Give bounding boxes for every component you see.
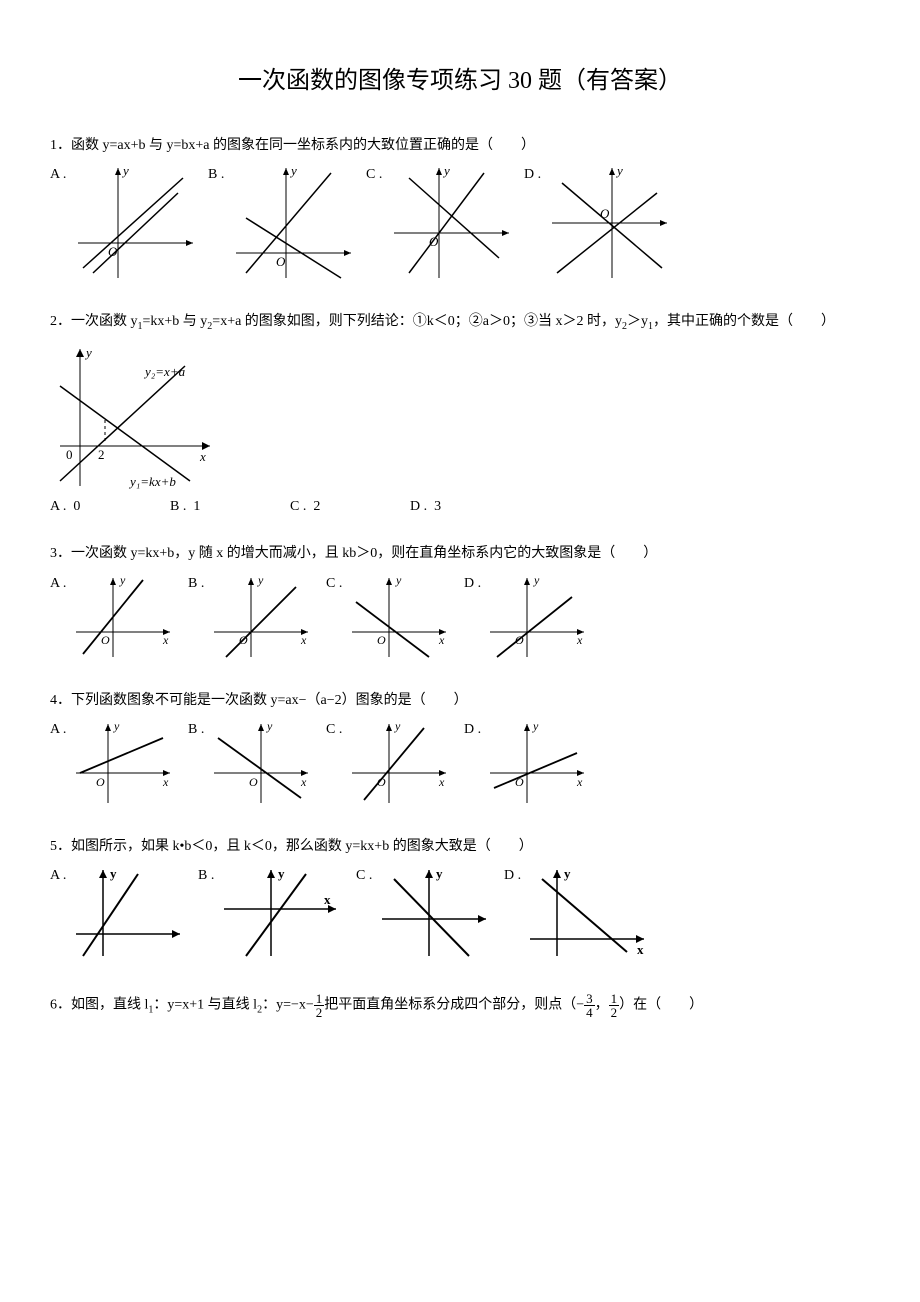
svg-text:y: y [278,866,285,881]
q3-options: A . O x y B . O x y C . [50,572,870,662]
q3-graph-c: O x y [344,572,454,662]
svg-text:O: O [377,633,386,647]
svg-text:y: y [395,573,402,587]
svg-text:y: y [110,866,117,881]
q1-graph-c: O y [384,163,514,283]
q3-opt-a: A . O x y [50,572,178,662]
q5-options: A . y B . y x C . y [50,864,870,964]
question-1: 1．函数 y=ax+b 与 y=bx+a 的图象在同一坐标系内的大致位置正确的是… [50,135,870,283]
q6-text: 6．如图，直线 l1：y=x+1 与直线 l2：y=−x−12把平面直角坐标系分… [50,992,870,1019]
svg-text:0: 0 [66,447,73,462]
q4-opt-b: B . O x y [188,718,316,808]
q5-text: 5．如图所示，如果 k•b＜0，且 k＜0，那么函数 y=kx+b 的图象大致是… [50,836,870,858]
q1-text: 1．函数 y=ax+b 与 y=bx+a 的图象在同一坐标系内的大致位置正确的是… [50,135,870,157]
q1-opt-b: B . O y [208,163,356,283]
q4-graph-d: O x y [482,718,592,808]
svg-text:y: y [532,719,539,733]
q1-graph-d: O y [542,163,672,283]
q3-opt-d: D . O x y [464,572,592,662]
svg-text:y: y [84,345,92,360]
svg-text:y₁=kx+b: y₁=kx+b [128,474,176,489]
svg-text:O: O [249,775,258,789]
svg-text:y₂=x+a: y₂=x+a [143,364,186,379]
svg-text:y: y [119,573,126,587]
q5-opt-b: B . y x [198,864,346,964]
svg-text:y: y [442,163,450,178]
q4-graph-a: O x y [68,718,178,808]
svg-text:x: x [438,633,445,647]
q1-options: A . O y B . O y C . [50,163,870,283]
q4-options: A . O x y B . O x y C . [50,718,870,808]
svg-text:y: y [533,573,540,587]
q5-opt-d: D . y x [504,864,652,964]
q3-graph-b: O x y [206,572,316,662]
svg-text:y: y [121,163,129,178]
q1-opt-a: A . O y [50,163,198,283]
svg-text:O: O [276,254,286,269]
svg-text:x: x [438,775,445,789]
q2-opt-c: C . 2 [290,499,410,515]
q1-opt-c: C . O y [366,163,514,283]
svg-text:x: x [576,775,583,789]
svg-text:y: y [394,719,401,733]
q2-figure: 0 x y 2 y₂=x+a y₁=kx+b [50,341,870,491]
svg-text:x: x [300,633,307,647]
q1-opt-d: D . O y [524,163,672,283]
svg-text:y: y [257,573,264,587]
opt-label: D . [524,163,542,183]
q2-options: A . 0 B . 1 C . 2 D . 3 [50,499,870,515]
svg-text:O: O [101,633,110,647]
q4-opt-a: A . O x y [50,718,178,808]
question-3: 3．一次函数 y=kx+b，y 随 x 的增大而减小，且 kb＞0，则在直角坐标… [50,543,870,661]
svg-text:x: x [576,633,583,647]
q3-graph-a: O x y [68,572,178,662]
q5-opt-a: A . y [50,864,188,964]
q5-graph-b: y x [216,864,346,964]
q5-opt-c: C . y [356,864,494,964]
q3-opt-b: B . O x y [188,572,316,662]
q3-graph-d: O x y [482,572,592,662]
q5-graph-c: y [374,864,494,964]
question-2: 2．一次函数 y1=kx+b 与 y2=x+a 的图象如图，则下列结论：①k＜0… [50,311,870,515]
q5-graph-a: y [68,864,188,964]
svg-text:O: O [96,775,105,789]
svg-text:y: y [266,719,273,733]
page-title: 一次函数的图像专项练习 30 题（有答案） [50,60,870,95]
svg-text:2: 2 [98,447,105,462]
q2-opt-d: D . 3 [410,499,530,515]
q1-graph-b: O y [226,163,356,283]
q4-graph-c: O x y [344,718,454,808]
svg-text:y: y [615,163,623,178]
q4-text: 4．下列函数图象不可能是一次函数 y=ax−（a−2）图象的是（ ） [50,690,870,712]
q4-opt-c: C . O x y [326,718,454,808]
svg-text:y: y [436,866,443,881]
question-6: 6．如图，直线 l1：y=x+1 与直线 l2：y=−x−12把平面直角坐标系分… [50,992,870,1019]
question-4: 4．下列函数图象不可能是一次函数 y=ax−（a−2）图象的是（ ） A . O… [50,690,870,808]
q2-opt-a: A . 0 [50,499,170,515]
svg-text:y: y [113,719,120,733]
q2-opt-b: B . 1 [170,499,290,515]
q2-text: 2．一次函数 y1=kx+b 与 y2=x+a 的图象如图，则下列结论：①k＜0… [50,311,870,335]
svg-text:x: x [300,775,307,789]
q4-graph-b: O x y [206,718,316,808]
svg-text:x: x [324,892,331,907]
q3-opt-c: C . O x y [326,572,454,662]
svg-text:y: y [564,866,571,881]
q3-text: 3．一次函数 y=kx+b，y 随 x 的增大而减小，且 kb＞0，则在直角坐标… [50,543,870,565]
svg-text:x: x [162,775,169,789]
opt-label: A . [50,163,68,183]
svg-text:y: y [289,163,297,178]
svg-text:x: x [199,449,206,464]
opt-label: B . [208,163,226,183]
q5-graph-d: y x [522,864,652,964]
svg-text:x: x [637,942,644,957]
question-5: 5．如图所示，如果 k•b＜0，且 k＜0，那么函数 y=kx+b 的图象大致是… [50,836,870,964]
opt-label: C . [366,163,384,183]
q4-opt-d: D . O x y [464,718,592,808]
q1-graph-a: O y [68,163,198,283]
svg-text:x: x [162,633,169,647]
